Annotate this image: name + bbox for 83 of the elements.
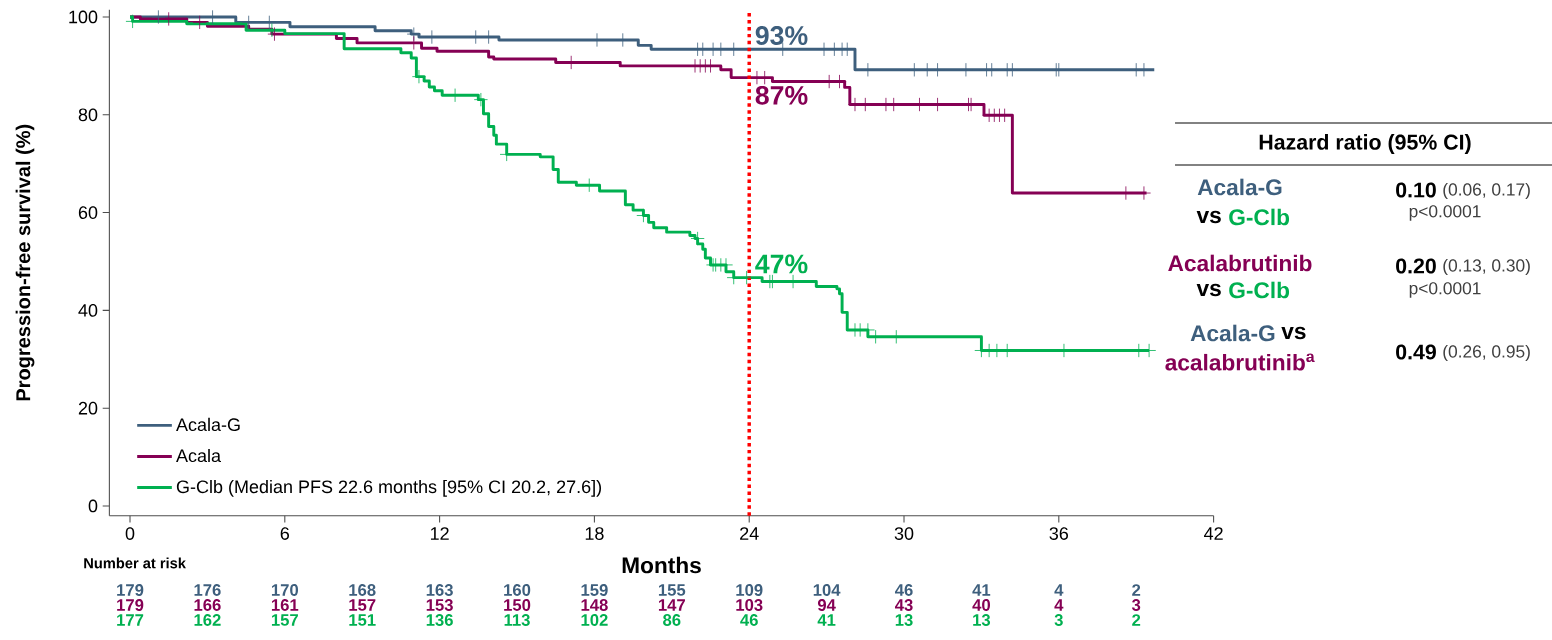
x-tick-label: 0 (125, 527, 135, 540)
legend-label: Acala-G (176, 417, 240, 432)
text: 13 (973, 614, 991, 626)
x-tick-label: 12 (430, 527, 449, 540)
text: 13 (895, 614, 913, 626)
text: p<0.0001 (1409, 205, 1481, 221)
x-axis-title: Months (622, 556, 701, 574)
text: 159 (581, 584, 608, 596)
y-tick-label: 100 (69, 10, 98, 24)
text: 2 (1132, 584, 1141, 596)
text: 162 (194, 614, 221, 626)
text: 155 (658, 584, 686, 596)
text: 43 (894, 599, 913, 611)
text: 150 (504, 599, 531, 611)
text: 113 (504, 614, 530, 626)
text: 147 (658, 599, 685, 611)
annotation: 87% (755, 85, 808, 105)
text: p<0.0001 (1409, 282, 1481, 298)
text: 4 (1054, 584, 1064, 596)
text: 3 (1054, 614, 1063, 626)
y-tick-label: 20 (78, 401, 98, 415)
text: 103 (736, 599, 763, 611)
text: 0.10 (1396, 182, 1436, 198)
text: 109 (736, 584, 763, 596)
text: 2 (1132, 614, 1141, 626)
text: 136 (426, 614, 453, 626)
text: 177 (117, 614, 144, 626)
x-tick-label: 42 (1204, 527, 1223, 540)
y-tick-label: 80 (78, 108, 98, 122)
text: 161 (271, 599, 299, 611)
text: G-Clb (1229, 281, 1290, 299)
text: 46 (894, 584, 913, 596)
text: 102 (581, 614, 608, 626)
text: 166 (194, 599, 221, 611)
y-axis-title: Progression-free survival (%) (15, 124, 35, 401)
text: 163 (426, 584, 453, 596)
annotation: Acala-G (1197, 178, 1282, 196)
x-tick-label: 6 (280, 527, 290, 540)
text: (0.06, 0.17) (1443, 182, 1530, 200)
annotation: vs (1196, 283, 1221, 297)
text: (0.13, 0.30) (1443, 258, 1530, 276)
text: 46 (740, 614, 758, 626)
text: 157 (349, 599, 376, 611)
text: 41 (817, 614, 836, 626)
x-tick-label: 24 (740, 527, 759, 540)
annotation: Acala-G (1190, 324, 1275, 342)
annotation: Acalabrutinib (1168, 254, 1312, 272)
text: 160 (504, 584, 531, 596)
x-tick-label: 18 (585, 527, 604, 540)
y-tick-label: 60 (78, 206, 98, 219)
text: G-Clb (1229, 208, 1290, 226)
text: vs (1281, 326, 1306, 340)
text: 153 (426, 599, 453, 611)
annotation: vs (1196, 210, 1221, 224)
legend-label: G-Clb (Median PFS 22.6 months [95% CI 20.2, 27.6]) (176, 479, 602, 497)
text: Number at risk (84, 557, 186, 569)
text: 86 (663, 614, 681, 626)
text: 94 (817, 599, 836, 611)
text: 157 (271, 614, 298, 626)
text: 168 (349, 584, 376, 596)
x-tick-label: 30 (894, 527, 914, 540)
text: 179 (117, 584, 144, 596)
annotation: 47% (755, 254, 808, 274)
annotation: acalabrutinib$^{a}$ (1165, 353, 1315, 371)
text: 3 (1131, 599, 1141, 611)
text: 151 (349, 614, 376, 626)
text: Hazard ratio (95% CI) (1259, 134, 1471, 154)
text: 104 (813, 584, 841, 596)
text: 179 (117, 599, 144, 611)
text: 170 (271, 584, 299, 596)
text: 0.49 (1396, 344, 1436, 360)
annotation: 93% (755, 26, 808, 45)
text: 41 (972, 584, 991, 596)
text: 148 (581, 599, 608, 611)
x-tick-label: 36 (1049, 527, 1069, 540)
y-tick-label: 0 (88, 499, 98, 513)
text: 0.20 (1396, 258, 1436, 274)
text: 176 (194, 584, 221, 596)
text: (0.26, 0.95) (1443, 344, 1530, 362)
text: 4 (1054, 599, 1064, 611)
legend-label: Acala (176, 448, 222, 463)
y-tick-label: 40 (78, 304, 98, 317)
text: 40 (972, 599, 990, 611)
